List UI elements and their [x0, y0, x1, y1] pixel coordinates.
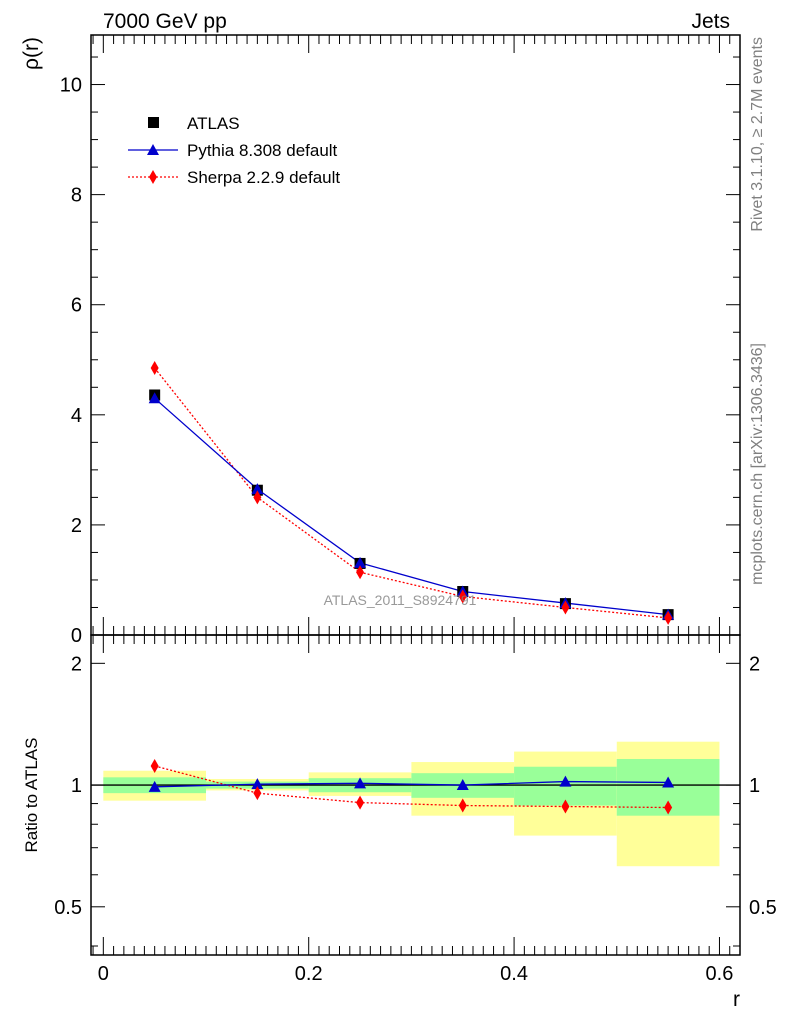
sherpa-point — [664, 610, 673, 625]
ratio-y-tick-label-left: 2 — [71, 653, 82, 675]
ratio-sherpa-point — [458, 798, 467, 813]
ratio-pythia-point — [456, 779, 469, 791]
sherpa-line — [154, 367, 669, 619]
ratio-sherpa-point — [664, 800, 673, 815]
legend-atlas-marker — [148, 117, 159, 128]
legend-atlas-label: ATLAS — [187, 114, 240, 133]
ratio-sherpa-point — [356, 795, 365, 810]
main-y-tick-label: 0 — [71, 625, 82, 647]
ratio-sherpa-point — [253, 786, 262, 801]
ratio-pythia-line — [154, 780, 669, 788]
legend-pythia-label: Pythia 8.308 default — [187, 141, 338, 160]
sherpa-point — [150, 361, 159, 376]
x-tick-label: 0.4 — [500, 963, 528, 985]
ratio-y-tick-label-left: 0.5 — [54, 897, 82, 919]
rivet-label: Rivet 3.1.10, ≥ 2.7M events — [749, 37, 766, 232]
analysis-watermark: ATLAS_2011_S8924791 — [324, 592, 477, 608]
ratio-sherpa-point — [150, 758, 159, 773]
main-y-tick-label: 2 — [71, 515, 82, 537]
x-tick-label: 0.2 — [295, 963, 323, 985]
ratio-pythia-point — [148, 780, 161, 792]
main-y-tick-label: 6 — [71, 295, 82, 317]
ratio-y-axis-title: Ratio to ATLAS — [22, 738, 41, 853]
legend: ATLAS Pythia 8.308 default Sherpa 2.2.9 … — [128, 114, 340, 187]
header-right-label: Jets — [691, 10, 730, 33]
ratio-y-tick-label-right: 1 — [749, 775, 760, 797]
x-axis-title: r — [733, 988, 740, 1011]
ratio-pythia-point — [559, 775, 572, 787]
legend-sherpa-marker — [149, 170, 157, 184]
ratio-sherpa-line — [154, 765, 669, 809]
pythia-point — [148, 392, 161, 404]
pythia-point — [354, 556, 367, 568]
main-y-axis-title: ρ(r) — [20, 37, 43, 70]
ratio-pythia-point — [354, 777, 367, 789]
ratio-y-tick-label-left: 1 — [71, 775, 82, 797]
ratio-y-tick-label-right: 2 — [749, 653, 760, 675]
main-y-tick-label: 10 — [60, 75, 82, 97]
data-series — [148, 361, 675, 815]
legend-pythia-marker — [147, 144, 159, 155]
x-tick-label: 0.6 — [706, 963, 734, 985]
sherpa-point — [458, 589, 467, 604]
pythia-point — [251, 483, 264, 495]
ratio-pythia-point — [662, 776, 675, 788]
main-y-tick-label: 8 — [71, 185, 82, 207]
sherpa-point — [561, 600, 570, 615]
sherpa-point — [356, 565, 365, 580]
main-y-tick-label: 4 — [71, 405, 82, 427]
ratio-y-tick-label-right: 0.5 — [749, 897, 777, 919]
sherpa-point — [253, 490, 262, 505]
ratio-pythia-point — [251, 778, 264, 790]
ratio-panel-frame — [90, 634, 741, 956]
mcplots-label: mcplots.cern.ch [arXiv:1306.3436] — [749, 343, 766, 585]
ratio-sherpa-point — [561, 799, 570, 814]
x-tick-label: 0 — [98, 963, 109, 985]
pythia-line — [154, 397, 669, 616]
legend-sherpa-label: Sherpa 2.2.9 default — [187, 168, 340, 187]
axes: 0 2 4 6 8 10 0 0.2 0.4 0.6 0.5 0.5 1 1 2 2 — [54, 35, 777, 985]
header-left-label: 7000 GeV pp — [103, 10, 227, 33]
